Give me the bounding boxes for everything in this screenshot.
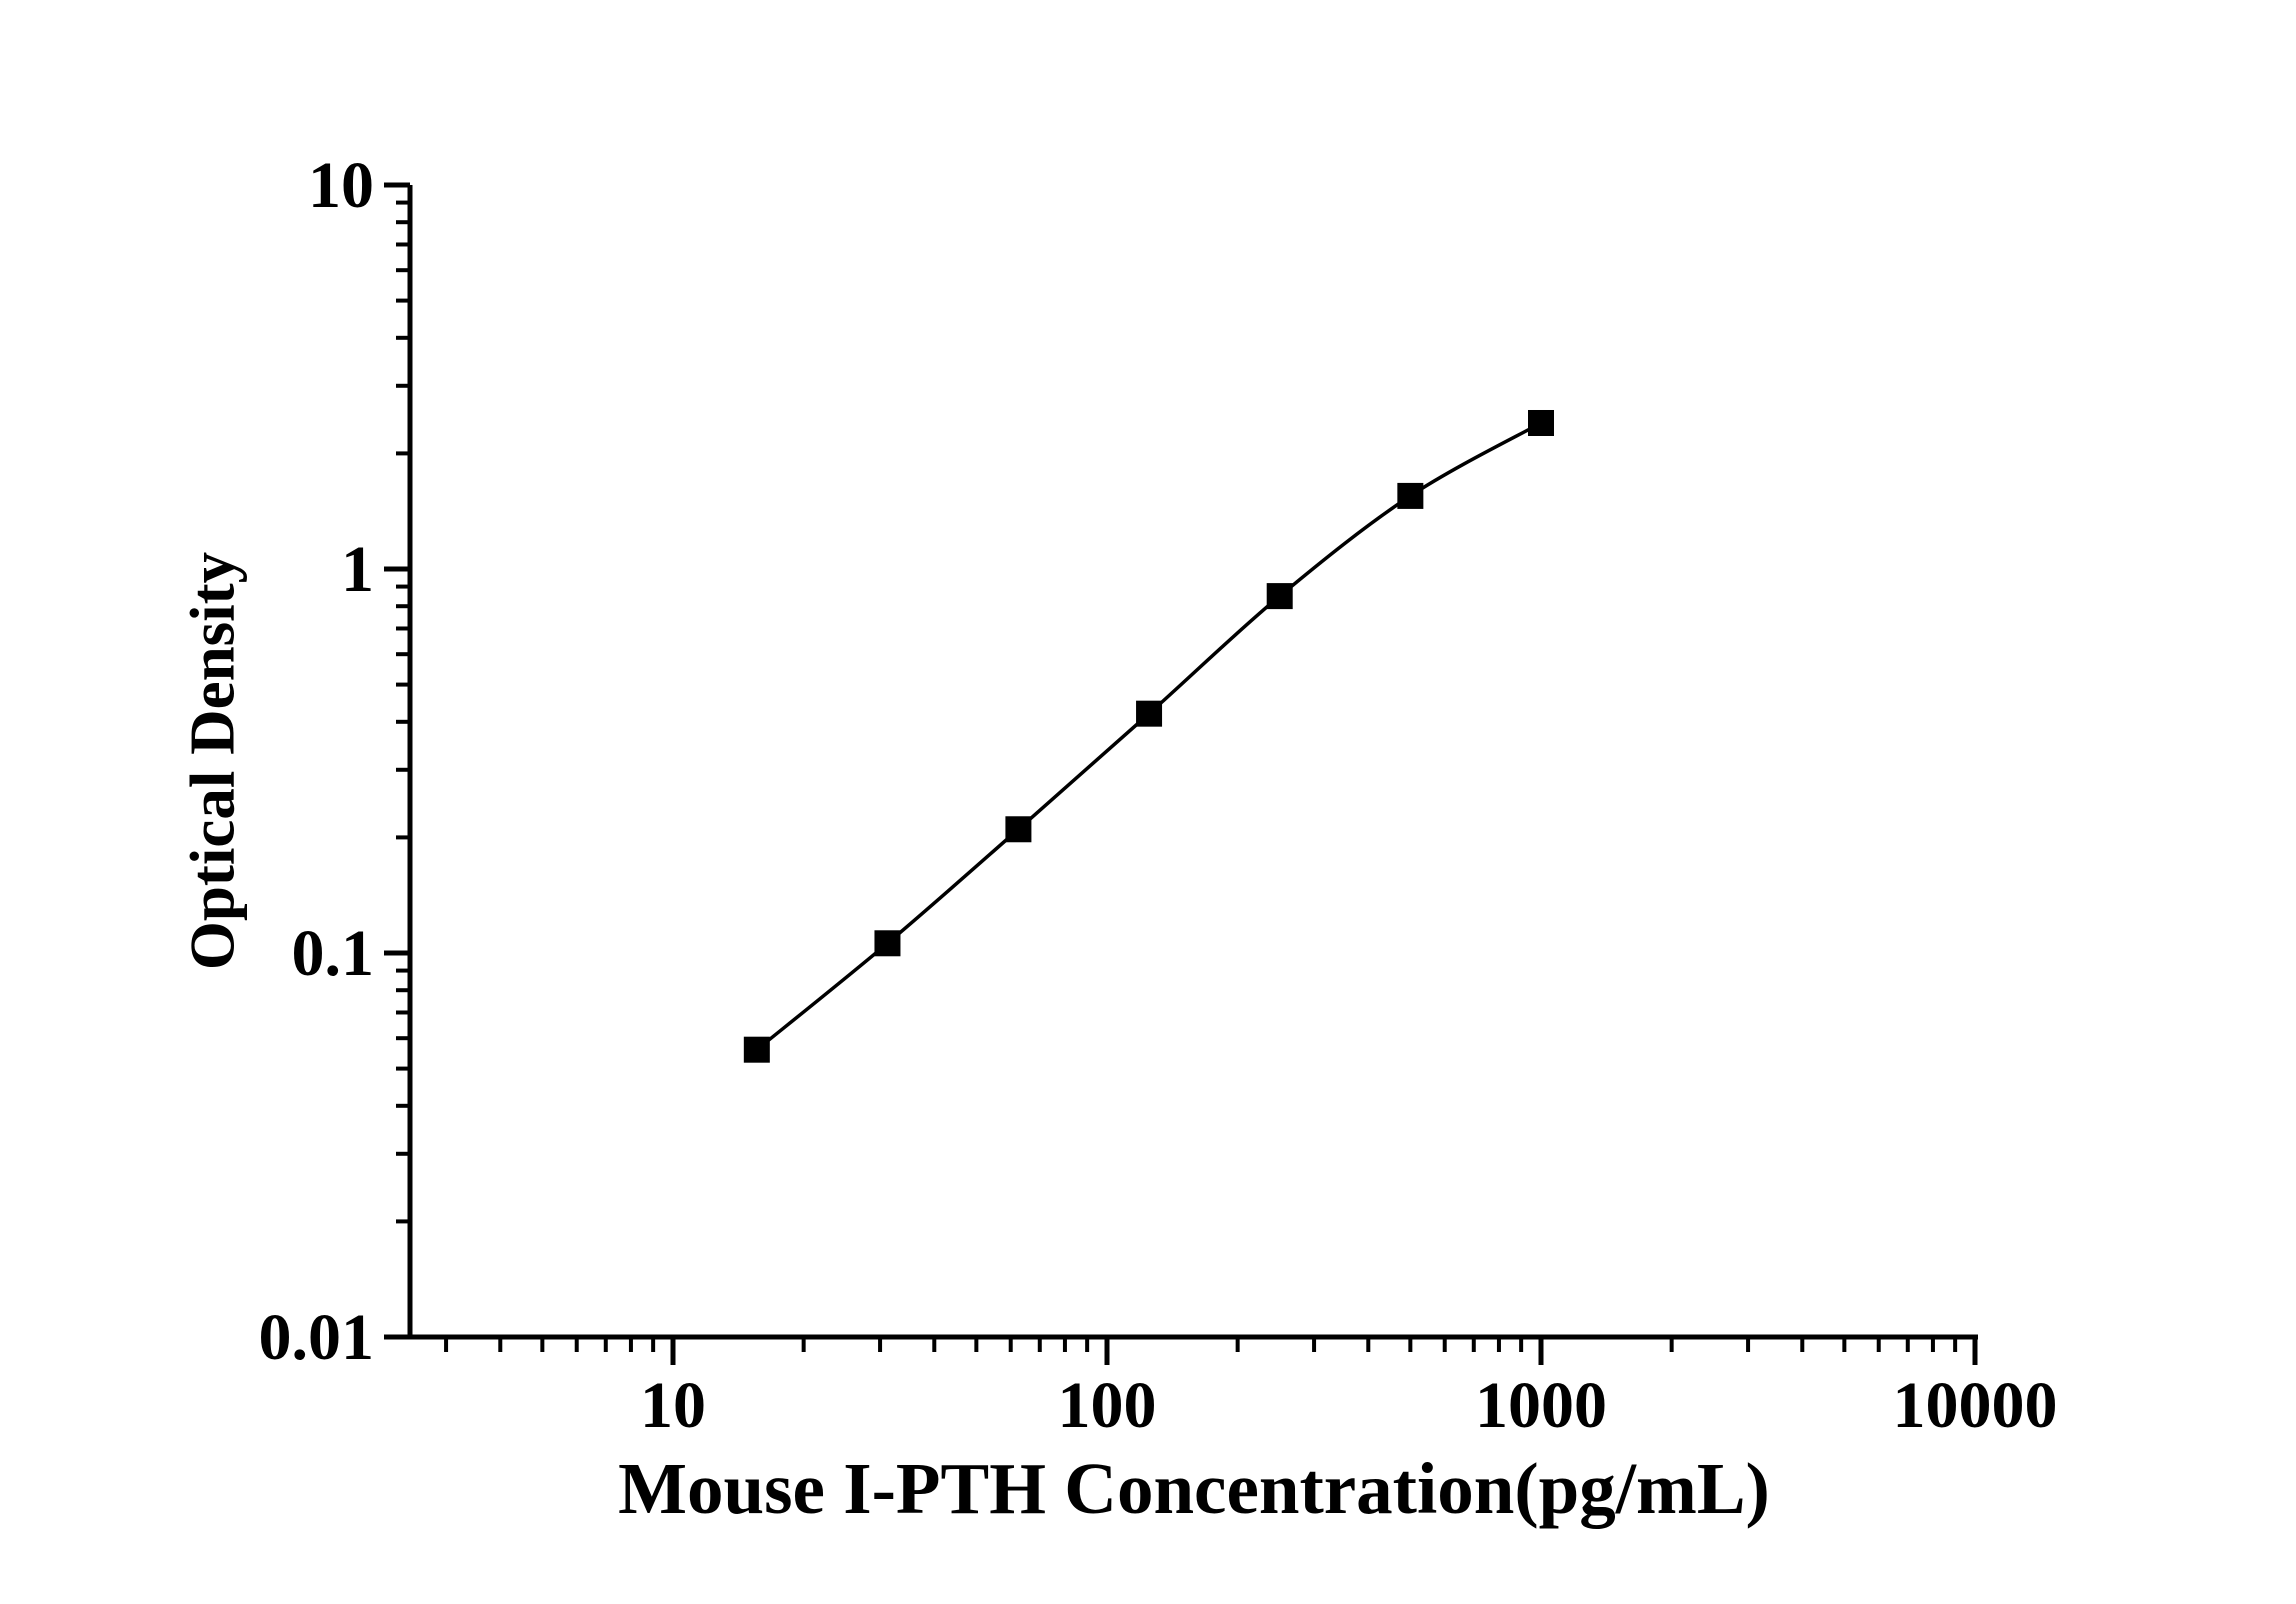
y-tick-label: 10 <box>308 149 374 222</box>
data-point-marker <box>874 930 901 957</box>
y-tick-label: 0.01 <box>259 1301 375 1374</box>
x-tick-label: 10000 <box>1893 1369 2058 1442</box>
standard-curve-line <box>755 421 1542 1052</box>
y-tick-label: 0.1 <box>292 917 375 990</box>
data-point-marker <box>1136 700 1163 727</box>
x-axis-title: Mouse I-PTH Concentration(pg/mL) <box>618 1448 1770 1529</box>
x-tick-label: 100 <box>1058 1369 1157 1442</box>
data-point-marker <box>743 1036 770 1063</box>
x-tick-label: 10 <box>640 1369 706 1442</box>
data-point-marker <box>1266 583 1293 610</box>
data-point-marker <box>1528 409 1554 436</box>
data-point-marker <box>1005 816 1032 843</box>
data-point-marker <box>1397 482 1424 509</box>
x-tick-label: 1000 <box>1475 1369 1607 1442</box>
y-tick-label: 1 <box>341 533 374 606</box>
y-axis-title: Optical Density <box>177 551 248 971</box>
